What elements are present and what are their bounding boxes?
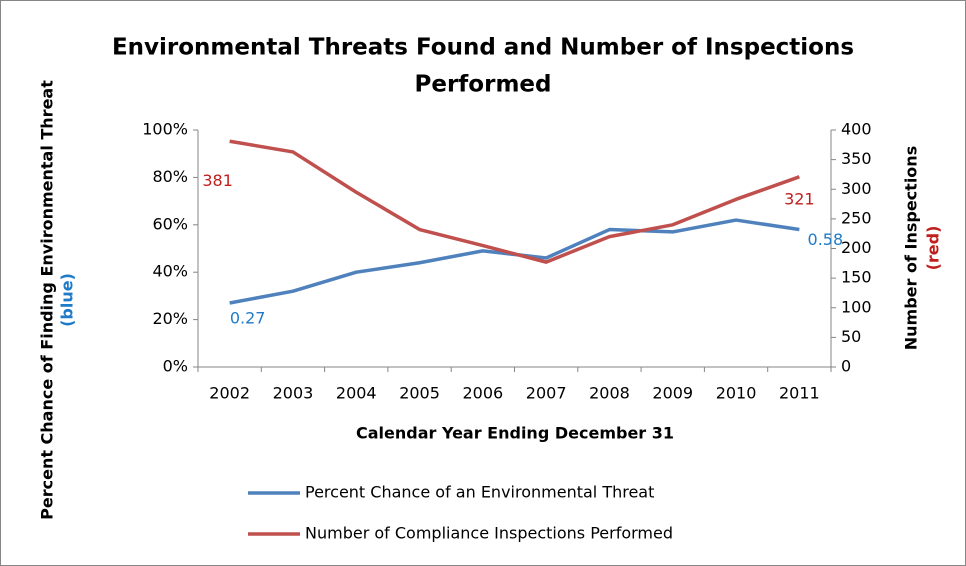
x-tick-label: 2004 (336, 384, 377, 403)
y2-tick-label: 350 (841, 149, 872, 168)
legend-label: Number of Compliance Inspections Perform… (305, 524, 673, 543)
chart-title: Performed (415, 72, 552, 98)
data-label: 381 (202, 171, 233, 190)
y2-tick-label: 250 (841, 208, 872, 227)
y-tick-label: 80% (152, 167, 188, 186)
x-tick-label: 2007 (526, 384, 567, 403)
y2-tick-label: 400 (841, 120, 872, 139)
y-axis-label: Percent Chance of Finding Environmental … (38, 80, 57, 520)
y-tick-label: 20% (152, 309, 188, 328)
series-line (229, 139, 800, 264)
x-tick-label: 2008 (589, 384, 630, 403)
x-tick-label: 2003 (273, 384, 314, 403)
x-tick-label: 2002 (209, 384, 250, 403)
x-tick-label: 2009 (652, 384, 693, 403)
y2-tick-label: 300 (841, 179, 872, 198)
y-tick-label: 60% (152, 214, 188, 233)
y2-tick-label: 0 (841, 357, 851, 376)
y2-tick-label: 100 (841, 297, 872, 316)
data-label: 321 (784, 189, 815, 208)
y2-tick-label: 200 (841, 238, 872, 257)
y-axis-label-note: (blue) (58, 273, 77, 327)
y2-axis-label-note: (red) (924, 226, 943, 271)
x-tick-label: 2011 (779, 384, 820, 403)
x-tick-label: 2005 (399, 384, 440, 403)
y2-tick-label: 50 (841, 327, 861, 346)
data-label: 0.27 (230, 309, 266, 328)
y-tick-label: 100% (142, 120, 188, 139)
x-axis-label: Calendar Year Ending December 31 (356, 424, 674, 443)
y2-tick-label: 150 (841, 268, 872, 287)
y-tick-label: 0% (163, 357, 188, 376)
x-tick-label: 2006 (462, 384, 503, 403)
y2-axis-label: Number of Inspections (902, 146, 921, 350)
data-label: 0.58 (808, 230, 844, 249)
chart-title: Environmental Threats Found and Number o… (112, 35, 854, 61)
legend-label: Percent Chance of an Environmental Threa… (305, 483, 654, 502)
x-tick-label: 2010 (716, 384, 757, 403)
y-tick-label: 40% (152, 262, 188, 281)
